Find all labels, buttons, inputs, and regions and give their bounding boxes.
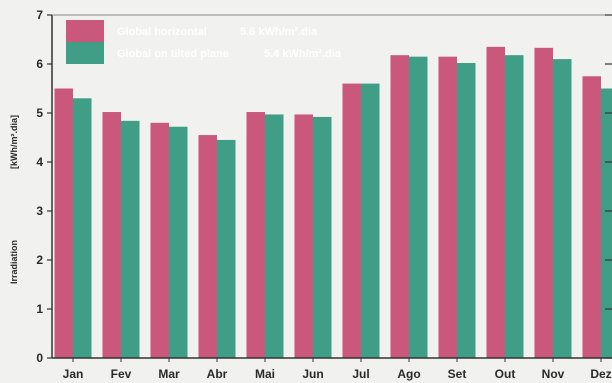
bar-0-mai [246,112,265,359]
bar-1-set [457,63,476,359]
legend-value-1: 5.4 kWh/m².dia [264,48,342,60]
bar-1-abr [217,139,236,358]
legend-label-0: Global horizontal [117,26,207,38]
x-tick-label-set: Set [448,367,467,381]
legend-value-0: 5.6 kWh/m².dia [240,26,318,38]
x-tick-label-abr: Abr [207,367,228,381]
bars-group [54,46,612,359]
bar-1-ago [409,56,428,359]
bar-0-jul [342,83,361,358]
bar-0-jan [54,88,73,358]
bar-1-fev [121,120,140,358]
y-tick-label: 3 [36,204,43,218]
bar-0-abr [198,135,217,358]
y-tick-label: 4 [36,155,43,169]
legend-swatch-0 [66,20,104,42]
y-tick-label: 7 [36,8,43,22]
bar-0-dez [582,76,601,358]
x-tick-label-mai: Mai [255,367,275,381]
bar-0-fev [102,112,121,359]
x-tick-label-out: Out [495,367,516,381]
y-tick-label: 6 [36,57,43,71]
bar-1-jan [73,98,92,359]
bar-1-dez [601,88,612,358]
legend-label-1: Global on tilted plane [117,48,229,60]
bar-1-out [505,55,524,359]
y-tick-label: 0 [36,351,43,365]
bar-0-out [486,46,505,358]
bar-1-mar [169,126,188,358]
bar-0-mar [150,122,169,358]
bar-0-jun [294,114,313,358]
y-tick-label: 2 [36,253,43,267]
x-tick-label-ago: Ago [397,367,420,381]
y-axis-label: Irradiation [9,240,19,284]
x-tick-label-jun: Jun [302,367,323,381]
legend-swatch-1 [66,42,104,64]
x-tick-label-jan: Jan [63,367,84,381]
y-tick-label: 5 [36,106,43,120]
y-axis-unit: [kWh/m².dia] [9,115,19,169]
x-tick-label-jul: Jul [352,367,369,381]
bar-1-mai [265,114,284,358]
legend: Global horizontal 5.6 kWh/m².dia Global on… [66,20,342,64]
x-tick-label-nov: Nov [542,367,565,381]
axes-group: 0 1 2 3 4 5 6 7 Jan Fev Mar Abr Mai Jun Jul Ago Set Out No… [36,8,612,381]
bar-1-jul [361,83,380,358]
bar-1-nov [553,59,572,358]
y-tick-label: 1 [36,302,43,316]
x-tick-label-mar: Mar [158,367,180,381]
x-tick-label-fev: Fev [111,367,132,381]
bar-0-ago [390,55,409,359]
x-tick-label-dez: Dez [590,367,611,381]
bar-0-set [438,56,457,359]
bar-0-nov [534,47,553,358]
bar-1-jun [313,116,332,358]
